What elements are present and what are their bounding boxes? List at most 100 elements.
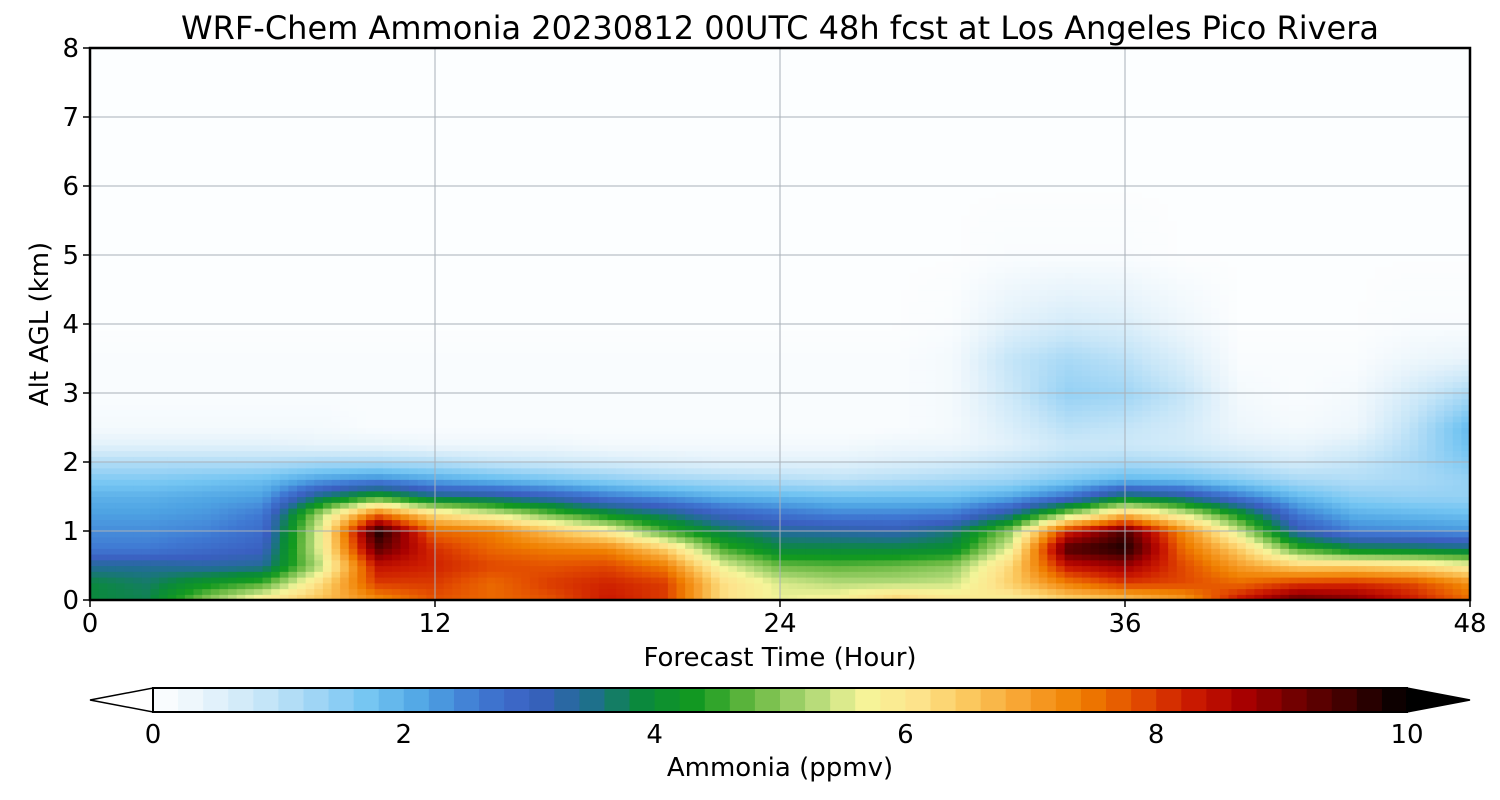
heatmap-cell (797, 439, 807, 446)
heatmap-cell (1254, 536, 1264, 544)
heatmap-cell (1297, 519, 1307, 526)
heatmap-cell (1409, 467, 1419, 475)
heatmap-cell (529, 456, 540, 463)
heatmap-cell (667, 571, 678, 578)
heatmap-cell (400, 496, 410, 503)
heatmap-cell (167, 479, 177, 486)
heatmap-cell (1349, 565, 1359, 572)
heatmap-cell (435, 542, 445, 549)
heatmap-cell (788, 433, 798, 440)
heatmap-cell (1116, 571, 1126, 578)
heatmap-cell (486, 433, 496, 440)
heatmap-cell (279, 577, 289, 584)
heatmap-cell (1452, 531, 1462, 538)
heatmap-cell (573, 554, 583, 561)
heatmap-cell (435, 519, 445, 526)
heatmap-cell (866, 536, 876, 544)
heatmap-cell (1021, 531, 1031, 538)
heatmap-cell (478, 485, 488, 492)
heatmap-cell (1366, 571, 1376, 578)
heatmap-cell (1150, 542, 1161, 549)
heatmap-cell (1125, 582, 1135, 590)
heatmap-cell (1202, 565, 1212, 572)
heatmap-cell (141, 588, 151, 595)
heatmap-cell (478, 554, 488, 561)
heatmap-cell (90, 473, 100, 480)
heatmap-cell (900, 588, 910, 595)
heatmap-cell (892, 444, 902, 452)
heatmap-cell (1228, 433, 1238, 440)
heatmap-cell (1116, 594, 1126, 600)
heatmap-cell (271, 496, 281, 503)
heatmap-cell (650, 594, 660, 600)
heatmap-cell (150, 588, 160, 595)
heatmap-cell (857, 559, 867, 567)
heatmap-cell (107, 421, 117, 429)
heatmap-cell (918, 456, 928, 463)
heatmap-cell (1409, 582, 1419, 590)
heatmap-cell (1245, 559, 1255, 567)
heatmap-cell (1211, 473, 1221, 480)
heatmap-cell (383, 554, 393, 561)
heatmap-cell (1461, 456, 1470, 463)
heatmap-cell (391, 450, 402, 457)
heatmap-cell (1125, 525, 1135, 532)
heatmap-cell (1409, 513, 1419, 521)
heatmap-cell (1306, 582, 1316, 590)
heatmap-cell (1099, 548, 1109, 555)
heatmap-cell (1159, 479, 1169, 486)
heatmap-cell (486, 571, 496, 578)
heatmap-cell (1228, 588, 1238, 595)
heatmap-cell (150, 433, 160, 440)
heatmap-cell (176, 433, 186, 440)
heatmap-cell (193, 416, 203, 423)
heatmap-cell (1176, 508, 1186, 515)
heatmap-cell (987, 496, 997, 503)
heatmap-cell (288, 548, 298, 555)
heatmap-cell (1081, 502, 1092, 509)
heatmap-cell (814, 479, 824, 486)
heatmap-cell (771, 456, 781, 463)
heatmap-cell (952, 571, 962, 578)
heatmap-cell (1435, 496, 1445, 503)
heatmap-cell (1271, 594, 1281, 600)
heatmap-cell (288, 467, 298, 475)
heatmap-cell (926, 594, 936, 600)
heatmap-cell (1392, 496, 1402, 503)
heatmap-cell (1142, 594, 1152, 600)
heatmap-cell (1125, 444, 1135, 452)
heatmap-cell (849, 433, 859, 440)
heatmap-cell (1383, 565, 1393, 572)
heatmap-cell (667, 439, 678, 446)
heatmap-cell (1116, 536, 1126, 544)
heatmap-cell (736, 554, 747, 561)
heatmap-cell (1030, 554, 1040, 561)
heatmap-cell (1271, 421, 1281, 429)
heatmap-cell (1306, 485, 1316, 492)
heatmap-cell (935, 433, 945, 440)
heatmap-cell (555, 588, 565, 595)
heatmap-cell (926, 473, 936, 480)
heatmap-cell (1073, 444, 1083, 452)
heatmap-cell (1323, 536, 1333, 544)
heatmap-cell (797, 531, 807, 538)
heatmap-cell (124, 571, 134, 578)
heatmap-cell (676, 531, 686, 538)
heatmap-cell (831, 444, 841, 452)
heatmap-cell (167, 525, 177, 532)
heatmap-cell (443, 571, 453, 578)
heatmap-cell (676, 525, 686, 532)
heatmap-cell (1047, 582, 1057, 590)
heatmap-cell (1056, 559, 1066, 567)
heatmap-cell (754, 531, 764, 538)
heatmap-cell (1125, 531, 1135, 538)
heatmap-cell (1176, 588, 1186, 595)
heatmap-cell (538, 554, 548, 561)
heatmap-cell (952, 582, 962, 590)
heatmap-cell (969, 525, 979, 532)
heatmap-cell (107, 559, 117, 567)
heatmap-cell (228, 542, 238, 549)
heatmap-cell (417, 571, 427, 578)
heatmap-cell (969, 456, 979, 463)
heatmap-cell (314, 571, 324, 578)
